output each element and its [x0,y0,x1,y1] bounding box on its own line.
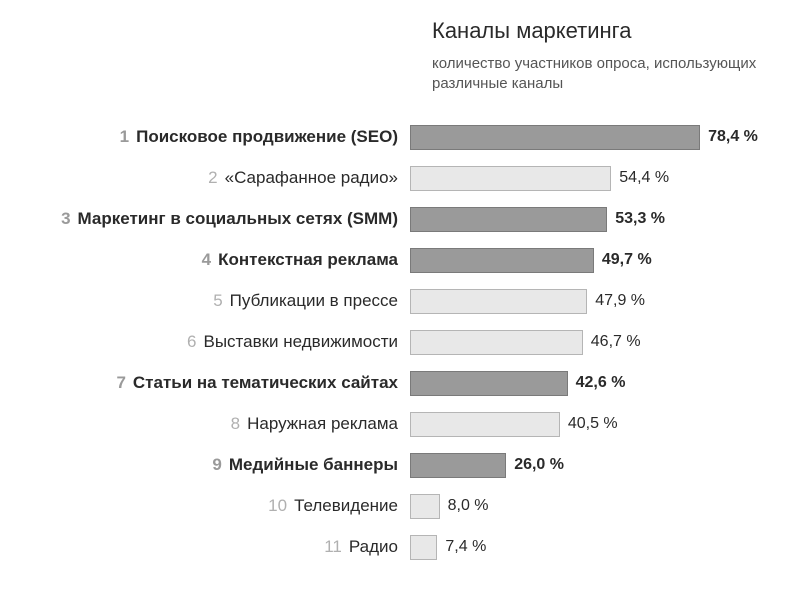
bar-row: 2 «Сарафанное радио» 54,4 % [30,158,770,199]
bar-rank: 4 [202,250,211,270]
bar-label-col: 1 Поисковое продвижение (SEO) [30,127,410,147]
bar-rank: 3 [61,209,70,229]
bar-label: Радио [349,537,398,557]
bar-value: 46,7 % [591,333,641,351]
bar-label: «Сарафанное радио» [225,168,398,188]
bar-fill [410,166,611,191]
bar-label-col: 6 Выставки недвижимости [30,332,410,352]
bar-fill [410,453,506,478]
bar-row: 9 Медийные баннеры 26,0 % [30,445,770,486]
bar-value: 8,0 % [448,497,489,515]
bar-track: 78,4 % [410,125,770,150]
bar-track: 40,5 % [410,412,770,437]
bar-fill [410,125,700,150]
bar-label: Публикации в прессе [230,291,398,311]
bar-value: 53,3 % [615,210,665,228]
bar-label-col: 5 Публикации в прессе [30,291,410,311]
bar-fill [410,412,560,437]
bar-value: 26,0 % [514,456,564,474]
bar-chart: 1 Поисковое продвижение (SEO) 78,4 % 2 «Сара… [30,117,770,568]
bar-label-col: 3 Маркетинг в социальных сетях (SMM) [30,209,410,229]
bar-label: Контекстная реклама [218,250,398,270]
bar-track: 49,7 % [410,248,770,273]
bar-rank: 9 [212,455,221,475]
bar-value: 54,4 % [619,169,669,187]
bar-label: Медийные баннеры [229,455,398,475]
bar-label: Поисковое продвижение (SEO) [136,127,398,147]
bar-label: Наружная реклама [247,414,398,434]
bar-label-col: 4 Контекстная реклама [30,250,410,270]
bar-rank: 10 [268,496,287,516]
bar-fill [410,535,437,560]
bar-value: 7,4 % [445,538,486,556]
bar-label-col: 2 «Сарафанное радио» [30,168,410,188]
bar-track: 54,4 % [410,166,770,191]
bar-rank: 5 [213,291,222,311]
bar-rank: 8 [231,414,240,434]
bar-fill [410,289,587,314]
bar-value: 40,5 % [568,415,618,433]
bar-value: 78,4 % [708,128,758,146]
bar-track: 53,3 % [410,207,770,232]
bar-fill [410,207,607,232]
chart-subtitle: количество участников опроса, использующ… [432,54,770,95]
bar-value: 47,9 % [595,292,645,310]
bar-rank: 6 [187,332,196,352]
bar-row: 5 Публикации в прессе 47,9 % [30,281,770,322]
bar-label-col: 7 Статьи на тематических сайтах [30,373,410,393]
bar-label: Маркетинг в социальных сетях (SMM) [78,209,398,229]
bar-track: 46,7 % [410,330,770,355]
bar-fill [410,371,568,396]
bar-rank: 1 [120,127,129,147]
chart-header: Каналы маркетинга количество участников … [432,18,770,95]
bar-track: 7,4 % [410,535,770,560]
bar-track: 42,6 % [410,371,770,396]
bar-row: 3 Маркетинг в социальных сетях (SMM) 53,3 … [30,199,770,240]
chart-title: Каналы маркетинга [432,18,770,44]
bar-row: 7 Статьи на тематических сайтах 42,6 % [30,363,770,404]
bar-fill [410,330,583,355]
bar-track: 8,0 % [410,494,770,519]
bar-label: Статьи на тематических сайтах [133,373,398,393]
bar-rank: 11 [324,537,342,557]
bar-fill [410,494,440,519]
bar-row: 10 Телевидение 8,0 % [30,486,770,527]
bar-value: 49,7 % [602,251,652,269]
bar-label-col: 10 Телевидение [30,496,410,516]
bar-rank: 2 [208,168,217,188]
bar-rank: 7 [116,373,125,393]
bar-track: 47,9 % [410,289,770,314]
bar-row: 6 Выставки недвижимости 46,7 % [30,322,770,363]
bar-value: 42,6 % [576,374,626,392]
bar-track: 26,0 % [410,453,770,478]
bar-row: 1 Поисковое продвижение (SEO) 78,4 % [30,117,770,158]
bar-label-col: 11 Радио [30,537,410,557]
bar-row: 8 Наружная реклама 40,5 % [30,404,770,445]
bar-label-col: 8 Наружная реклама [30,414,410,434]
bar-row: 11 Радио 7,4 % [30,527,770,568]
bar-label: Выставки недвижимости [203,332,398,352]
bar-label: Телевидение [294,496,398,516]
bar-row: 4 Контекстная реклама 49,7 % [30,240,770,281]
bar-fill [410,248,594,273]
bar-label-col: 9 Медийные баннеры [30,455,410,475]
